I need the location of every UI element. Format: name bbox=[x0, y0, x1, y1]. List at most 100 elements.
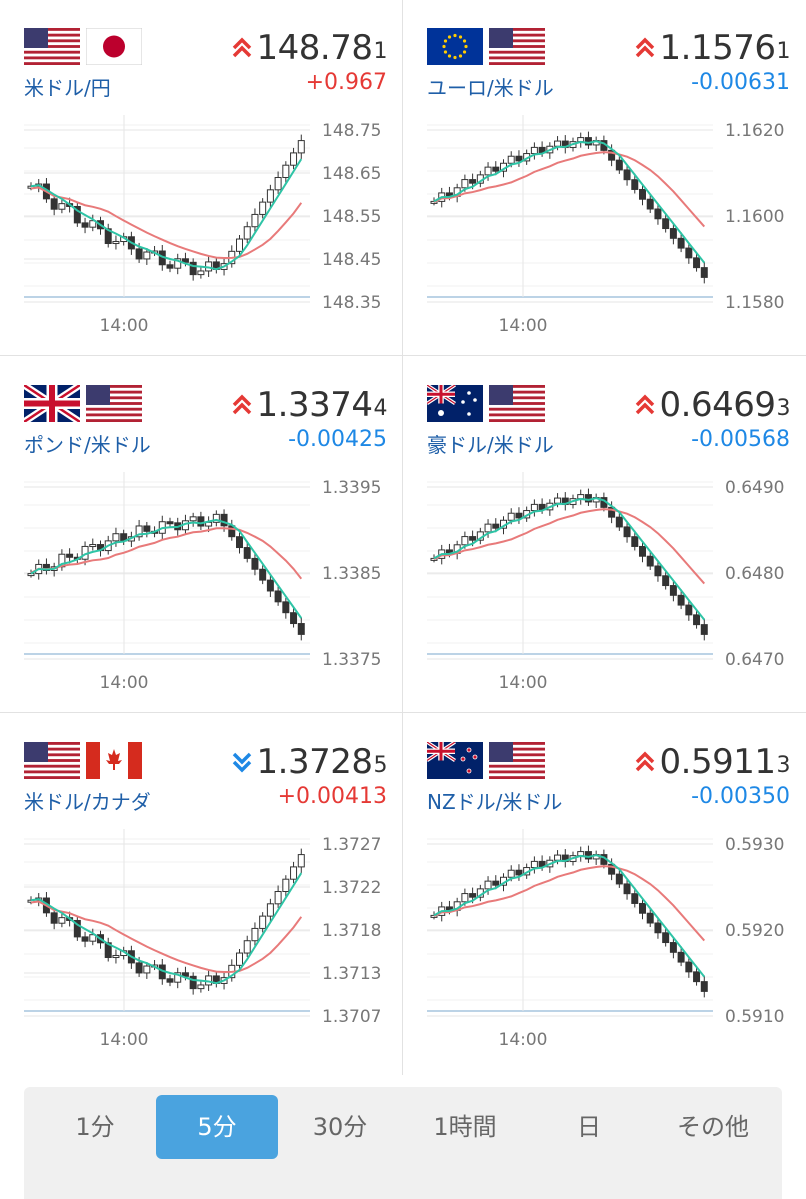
x-tick-label: 14:00 bbox=[499, 1030, 548, 1050]
fast-ma-line bbox=[433, 140, 706, 264]
tab-other[interactable]: その他 bbox=[677, 1113, 749, 1141]
candle-body bbox=[112, 955, 120, 959]
candle-body bbox=[469, 179, 477, 184]
candle-body bbox=[259, 201, 267, 215]
fast-ma-line bbox=[30, 518, 303, 619]
candle-body bbox=[66, 553, 74, 558]
chevron-double-up-icon bbox=[232, 37, 251, 58]
y-tick-label: 148.45 bbox=[322, 250, 381, 270]
y-tick-label: 1.1580 bbox=[725, 293, 784, 313]
candle-body bbox=[266, 579, 274, 592]
candle-body bbox=[290, 152, 298, 166]
currency-panel[interactable]: 1.3727 1.3722 1.3718 1.3713 1.3707 14:00 米ドル/カ… bbox=[0, 714, 403, 1071]
candle-body bbox=[639, 545, 646, 557]
candle-body bbox=[104, 942, 112, 959]
price-chart: 1.3727 1.3722 1.3718 1.3713 1.3707 14:00 bbox=[24, 829, 381, 1050]
price: 1.3728 5 bbox=[231, 742, 387, 782]
candle-body bbox=[507, 155, 515, 164]
australia-flag-icon bbox=[427, 385, 483, 422]
candle-body bbox=[189, 261, 197, 276]
price: 1.1576 1 bbox=[634, 28, 790, 68]
currency-panel[interactable]: 1.3395 1.3385 1.3375 14:00 ポンド/米ドル 1.3374 4 -0.… bbox=[0, 357, 403, 714]
price-pip: 5 bbox=[373, 753, 388, 778]
canada-flag-icon bbox=[86, 742, 142, 779]
tab-1min[interactable]: 1分 bbox=[75, 1113, 115, 1141]
x-tick-label: 14:00 bbox=[100, 673, 149, 693]
fast-ma-line bbox=[433, 497, 706, 621]
candle-body bbox=[251, 927, 259, 942]
candle-body bbox=[166, 264, 174, 269]
x-tick-label: 14:00 bbox=[100, 1030, 149, 1050]
slow-ma-line bbox=[433, 865, 706, 942]
price-main: 1.3728 bbox=[256, 742, 373, 782]
flags bbox=[24, 742, 142, 779]
tab-30min[interactable]: 30分 bbox=[312, 1113, 368, 1141]
us-flag-icon bbox=[489, 28, 545, 65]
candle-body bbox=[554, 854, 562, 861]
change-value: -0.00568 bbox=[691, 427, 790, 452]
price: 148.78 1 bbox=[231, 28, 387, 68]
y-tick-label: 0.5910 bbox=[725, 1007, 784, 1027]
nz-flag-icon bbox=[427, 742, 483, 779]
candle-body bbox=[662, 218, 670, 230]
candle-body bbox=[81, 222, 89, 228]
candle-body bbox=[89, 544, 97, 548]
currency-panel[interactable]: 0.6490 0.6480 0.6470 14:00 豪ドル/米ドル 0.6469 3 -0.… bbox=[403, 357, 806, 714]
currency-panel[interactable]: 1.1620 1.1600 1.1580 14:00 ユーロ/米ドル 1.1576 1 -0.… bbox=[403, 0, 806, 357]
candle-body bbox=[50, 912, 58, 924]
chart-grid bbox=[0, 0, 806, 1075]
candle-body bbox=[669, 228, 677, 239]
x-tick-label: 14:00 bbox=[100, 316, 149, 336]
y-tick-label: 148.75 bbox=[322, 121, 381, 141]
tab-5min[interactable]: 5分 bbox=[156, 1095, 278, 1159]
candle-body bbox=[677, 951, 685, 963]
candle-body bbox=[654, 922, 662, 934]
chevron-double-up-icon bbox=[232, 394, 251, 415]
row-divider bbox=[0, 712, 806, 713]
us-flag-icon bbox=[24, 28, 80, 65]
candle-body bbox=[515, 155, 523, 162]
candle-body bbox=[282, 878, 290, 893]
candle-body bbox=[197, 516, 205, 527]
flags bbox=[427, 28, 545, 65]
candle-body bbox=[677, 594, 685, 606]
candle-body bbox=[220, 513, 228, 527]
candle-body bbox=[646, 555, 654, 567]
pair-label: 米ドル/円 bbox=[24, 76, 111, 100]
candle-body bbox=[484, 880, 492, 890]
fast-ma-line bbox=[433, 854, 706, 978]
price: 0.5911 3 bbox=[634, 742, 790, 782]
y-tick-label: 1.3722 bbox=[322, 878, 381, 898]
candle-body bbox=[530, 146, 538, 155]
candle-body bbox=[166, 521, 174, 525]
currency-panel[interactable]: 0.5930 0.5920 0.5910 14:00 NZドル/米ドル 0.5911 3 -0… bbox=[403, 714, 806, 1071]
candle-body bbox=[104, 228, 112, 245]
candle-body bbox=[266, 903, 274, 917]
price-chart: 148.75 148.65 148.55 148.45 148.35 14:00 bbox=[24, 115, 381, 336]
candle-body bbox=[181, 972, 189, 977]
candle-body bbox=[507, 512, 515, 521]
tab-day[interactable]: 日 bbox=[577, 1113, 601, 1141]
y-tick-label: 148.35 bbox=[322, 293, 381, 313]
fast-ma-line bbox=[30, 158, 303, 271]
candle-body bbox=[50, 198, 58, 210]
tab-1hour[interactable]: 1時間 bbox=[433, 1113, 497, 1141]
pair-label: 米ドル/カナダ bbox=[24, 790, 151, 814]
candle-body bbox=[282, 164, 290, 179]
pair-label: 豪ドル/米ドル bbox=[427, 433, 554, 457]
candle-body bbox=[189, 516, 197, 522]
currency-panel[interactable]: 148.75 148.65 148.55 148.45 148.35 14:00 米ドル/円… bbox=[0, 0, 403, 357]
candle-body bbox=[243, 940, 251, 954]
price-pip: 4 bbox=[373, 396, 388, 421]
candle-body bbox=[654, 208, 662, 220]
candle-body bbox=[251, 213, 259, 228]
candle-body bbox=[685, 604, 693, 616]
candle-body bbox=[212, 513, 220, 523]
y-tick-label: 1.3385 bbox=[322, 564, 381, 584]
candle-body bbox=[73, 205, 81, 224]
candle-body bbox=[554, 497, 562, 504]
candle-body bbox=[236, 952, 243, 966]
price-pip: 1 bbox=[776, 39, 791, 64]
candle-body bbox=[639, 188, 646, 200]
y-tick-label: 1.3718 bbox=[322, 921, 381, 941]
